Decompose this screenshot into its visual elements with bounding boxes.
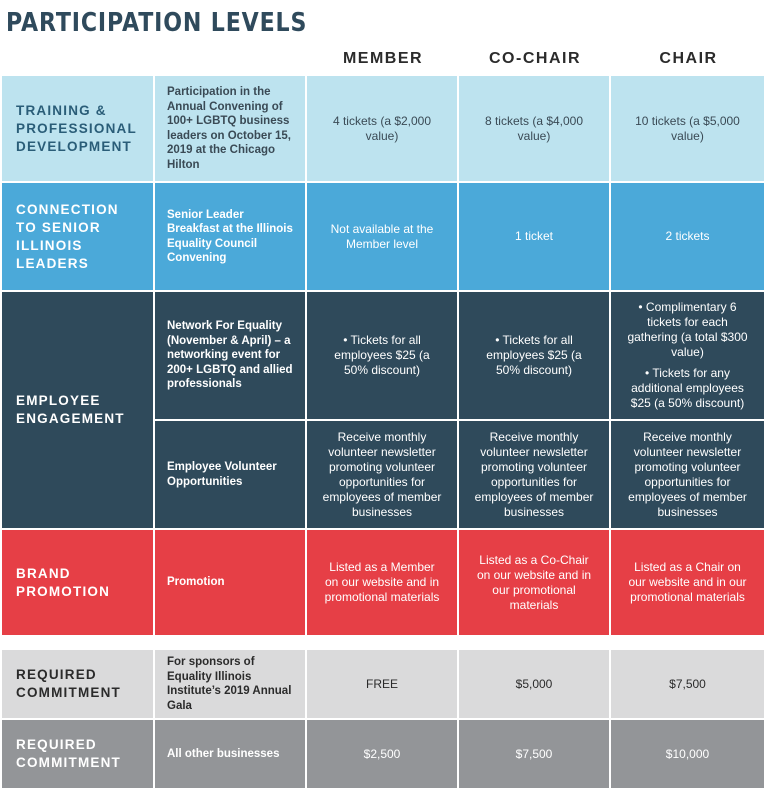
value-cell: 10 tickets (a $5,000 value): [611, 76, 766, 183]
category-cell: REQUIRED COMMITMENT: [2, 650, 155, 720]
item-label: Network For Equality (November & April) …: [155, 292, 307, 421]
value-cell: Receive monthly volunteer newsletter pro…: [611, 421, 766, 530]
value-cell: $7,500: [611, 650, 766, 720]
value-paragraph: • Complimentary 6 tickets for each gathe…: [627, 300, 748, 359]
category-cell: EMPLOYEE ENGAGEMENT: [2, 292, 155, 530]
item-label: Participation in the Annual Convening of…: [155, 76, 307, 183]
value-cell: • Complimentary 6 tickets for each gathe…: [611, 292, 766, 421]
category-cell: CONNECTION TO SENIOR ILLINOIS LEADERS: [2, 183, 155, 292]
value-cell: • Tickets for all employees $25 (a 50% d…: [459, 292, 611, 421]
item-label: For sponsors of Equality Illinois Instit…: [155, 650, 307, 720]
value-paragraph: • Tickets for any additional employees $…: [630, 366, 745, 410]
value-cell: 8 tickets (a $4,000 value): [459, 76, 611, 183]
value-cell: $10,000: [611, 720, 766, 790]
value-cell: FREE: [307, 650, 459, 720]
column-header: CHAIR: [659, 50, 718, 67]
category-cell: TRAINING & PROFESSIONAL DEVELOPMENT: [2, 76, 155, 183]
category-cell: BRAND PROMOTION: [2, 530, 155, 637]
item-label: Senior Leader Breakfast at the Illinois …: [155, 183, 307, 292]
page-title: PARTICIPATION LEVELS: [6, 8, 308, 38]
item-label: Employee Volunteer Opportunities: [155, 421, 307, 530]
value-cell: • Tickets for all employees $25 (a 50% d…: [307, 292, 459, 421]
item-label: All other businesses: [155, 720, 307, 790]
value-cell: Not available at the Member level: [307, 183, 459, 292]
value-cell: $2,500: [307, 720, 459, 790]
category-cell: REQUIRED COMMITMENT: [2, 720, 155, 790]
item-label: Promotion: [155, 530, 307, 637]
value-cell: Listed as a Co-Chair on our website and …: [459, 530, 611, 637]
value-cell: Listed as a Chair on our website and in …: [611, 530, 766, 637]
column-header: CO-CHAIR: [489, 50, 581, 67]
value-cell: 4 tickets (a $2,000 value): [307, 76, 459, 183]
value-cell: 1 ticket: [459, 183, 611, 292]
value-cell: Receive monthly volunteer newsletter pro…: [459, 421, 611, 530]
value-cell: $5,000: [459, 650, 611, 720]
value-cell: $7,500: [459, 720, 611, 790]
column-header: MEMBER: [342, 50, 424, 67]
value-cell: Listed as a Member on our website and in…: [307, 530, 459, 637]
value-cell: 2 tickets: [611, 183, 766, 292]
value-cell: Receive monthly volunteer newsletter pro…: [307, 421, 459, 530]
